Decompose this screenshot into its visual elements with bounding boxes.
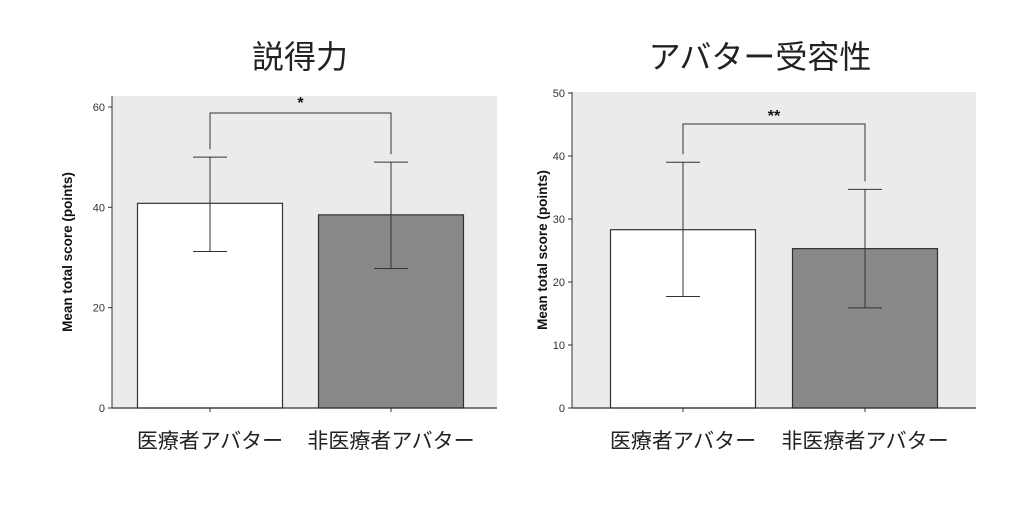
- chart-2-y-axis-label: Mean total score (points): [535, 170, 550, 330]
- chart-2-y-tick-label: 40: [553, 151, 565, 163]
- chart-2-title: アバター受容性: [649, 38, 872, 76]
- chart-1-title: 説得力: [252, 38, 348, 76]
- chart-1-y-tick-label: 0: [99, 403, 105, 415]
- chart-2: アバター受容性 Mean total score (points) 0 10 20 30 4…: [535, 38, 976, 453]
- chart-2-category-label-2: 非医療者アバター: [781, 429, 948, 453]
- chart-2-y-tick-label: 50: [553, 88, 565, 100]
- chart-1-category-label-1: 医療者アバター: [137, 429, 283, 453]
- chart-2-category-label-1: 医療者アバター: [610, 429, 756, 453]
- chart-2-y-tick-label: 0: [559, 403, 565, 415]
- chart-2-significance-bracket: [682, 123, 866, 182]
- chart-1-significance-label: *: [297, 95, 304, 112]
- chart-2-y-tick-label: 20: [553, 277, 565, 289]
- chart-1: 説得力 Mean total score (points) 0 20 40 60 * 医療者ア…: [60, 38, 497, 453]
- chart-2-significance-label: **: [768, 108, 781, 125]
- chart-2-y-tick-label: 10: [553, 340, 565, 352]
- chart-1-y-tick-label: 40: [93, 202, 105, 214]
- chart-1-category-label-2: 非医療者アバター: [307, 429, 474, 453]
- chart-1-y-tick-label: 20: [93, 303, 105, 315]
- chart-1-y-tick-label: 60: [93, 102, 105, 114]
- chart-1-significance-bracket: [209, 112, 392, 155]
- chart-2-y-tick-label: 30: [553, 214, 565, 226]
- chart-1-y-axis-label: Mean total score (points): [60, 172, 75, 332]
